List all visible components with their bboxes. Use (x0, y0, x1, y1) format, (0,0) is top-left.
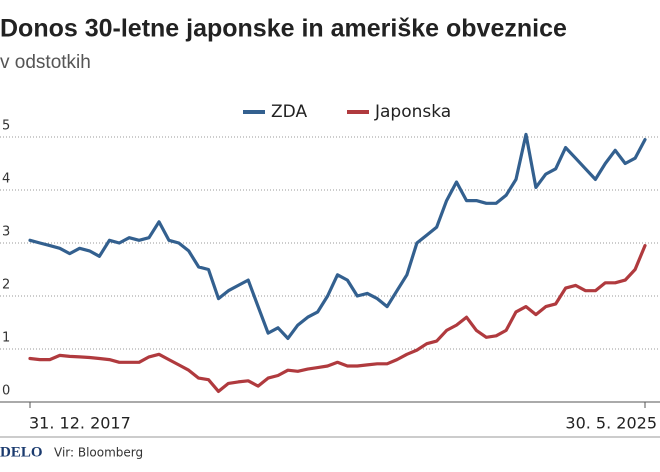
chart-title: Donos 30-letne japonske in ameriške obve… (0, 15, 567, 43)
source: Vir: Bloomberg (54, 446, 143, 460)
x-tick-label: 30. 5. 2025 (565, 414, 657, 433)
y-tick-label: 4 (2, 172, 10, 187)
brand: DELO (0, 444, 43, 460)
y-tick-label: 0 (2, 384, 10, 399)
chart-subtitle: v odstotkih (0, 52, 91, 73)
x-tick-label: 31. 12. 2017 (29, 414, 131, 433)
legend-label: ZDA (271, 102, 307, 122)
y-tick-label: 5 (2, 119, 10, 134)
y-tick-label: 1 (2, 331, 10, 346)
series-line (28, 132, 647, 340)
y-tick-label: 2 (2, 278, 10, 293)
legend-label: Japonska (374, 102, 451, 122)
series-line (28, 244, 647, 393)
y-tick-label: 3 (2, 225, 10, 240)
